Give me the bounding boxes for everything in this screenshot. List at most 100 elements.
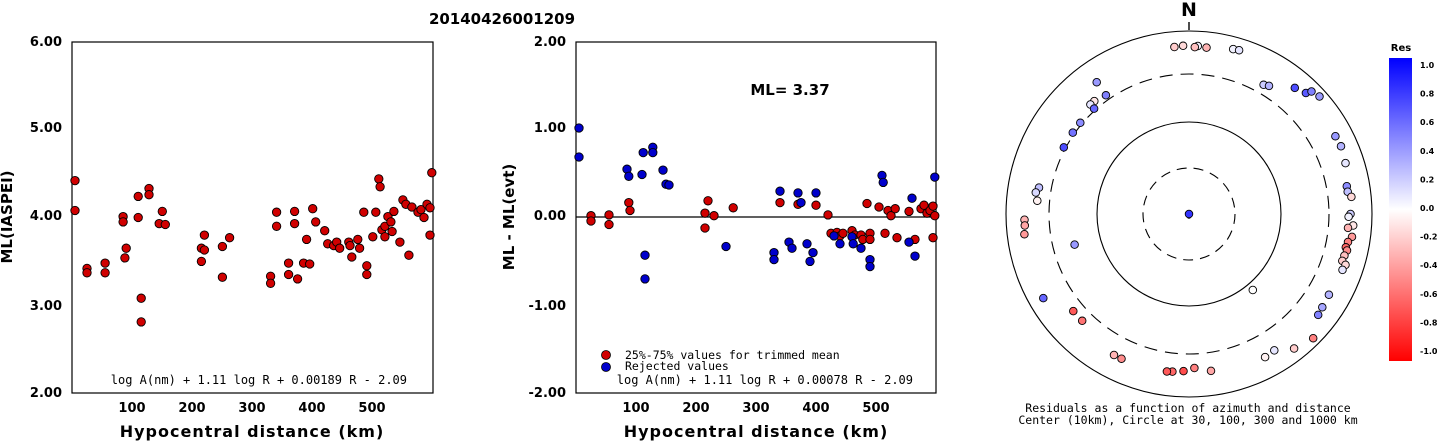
residual-point [1117,354,1126,363]
colorbar-tick: 0.2 [1420,175,1434,184]
data-point [144,190,154,200]
rejected-point [829,231,839,241]
middle-xlabel: Hypocentral distance (km) [624,422,889,441]
middle-xtick: 400 [802,401,829,416]
rejected-point [769,254,779,265]
middle-ytick: 0.00 [534,209,566,224]
residual-point [1020,229,1029,239]
colorbar-tick-labels: 1.0 0.8 0.6 0.4 0.2 0.0 -0.2 -0.4 -0.6 -0.8 -1.0 [1420,61,1437,356]
data-point [320,226,330,236]
trimmed-point [728,203,738,213]
residual-point [1077,316,1087,326]
colorbar-tick: 0.0 [1420,204,1435,213]
rejected-point [624,171,634,181]
rejected-point [907,193,917,203]
data-point [335,243,345,253]
middle-ytick: -2.00 [529,386,566,401]
left-xlabel: Hypocentral distance (km) [120,422,385,441]
data-point [386,217,396,227]
data-point [160,219,170,230]
left-panel: 6.00 5.00 4.00 3.00 2.00 100 200 300 400… [0,35,437,441]
residual-point [1069,306,1078,316]
residual-point [1248,285,1258,295]
residual-point [1089,104,1099,113]
data-point [118,217,128,227]
residual-point [1338,265,1347,275]
residual-point [1059,143,1069,152]
trimmed-point [625,205,635,216]
rejected-point [848,239,858,249]
data-point [133,212,143,223]
residual-point [1344,212,1353,222]
trimmed-point [823,210,833,220]
data-point [387,226,397,237]
trimmed-point [700,208,710,218]
trimmed-point [928,233,938,243]
data-point [301,234,312,245]
left-points [70,168,437,327]
left-ytick: 5.00 [30,121,62,136]
data-point [389,206,399,217]
legend-label-trimmed: 25%-75% values for trimmed mean [625,348,840,362]
residual-point [1178,41,1188,51]
left-xtick: 200 [178,401,205,416]
colorbar-tick: 1.0 [1420,61,1435,70]
rejected-point [640,250,650,260]
data-point [425,230,435,240]
left-xtick: 500 [358,401,385,416]
trimmed-point [604,210,614,220]
data-point [362,261,372,271]
colorbar-tick: 0.8 [1420,90,1435,99]
colorbar-gradient [1389,58,1412,361]
trimmed-point [886,211,896,221]
data-point [100,268,110,278]
data-point [199,230,210,240]
residual-point [1289,344,1299,353]
trimmed-point [811,200,821,210]
rejected-point [802,239,812,249]
middle-ylabel: ML - ML(evt) [500,164,518,270]
trimmed-point [604,219,614,230]
data-point [217,241,228,252]
data-point [419,212,429,223]
data-point [311,217,321,227]
residual-point [1264,81,1274,91]
residual-point [1336,142,1346,151]
rejected-point [808,247,818,258]
residual-point [1331,131,1340,141]
residual-point [1313,310,1323,320]
legend-marker-rejected [601,362,611,372]
rejected-point [904,237,914,247]
rejected-point [805,256,815,267]
data-point [120,253,130,263]
data-point [289,206,300,217]
data-point [368,232,378,242]
legend-label-rejected: Rejected values [625,359,729,373]
residual-point [1202,43,1211,52]
rejected-point [835,239,845,249]
middle-legend: 25%-75% values for trimmed mean Rejected… [601,348,840,373]
rejected-point [811,188,821,198]
middle-xtick: 500 [862,401,889,416]
data-point [136,293,146,303]
middle-points [574,123,940,284]
data-point [271,207,282,217]
residual-point [1315,92,1324,101]
data-point [380,232,390,242]
trimmed-point [624,197,634,208]
colorbar-tick: -0.2 [1420,233,1437,242]
data-point [371,207,381,217]
polar-panel: N Residuals as a function of azimuth and… [1005,0,1373,427]
middle-xtick-labels: 100 200 300 400 500 [622,401,889,416]
middle-xtick: 200 [682,401,709,416]
left-xtick: 100 [118,401,145,416]
data-point [133,191,143,202]
data-point [271,221,282,231]
rejected-point [787,243,797,253]
residual-point [1234,45,1244,55]
residual-point [1206,366,1216,376]
ring-100km [1096,121,1282,307]
trimmed-point [703,196,713,206]
ml-value-label: ML= 3.37 [750,81,829,99]
rejected-point [910,251,920,261]
